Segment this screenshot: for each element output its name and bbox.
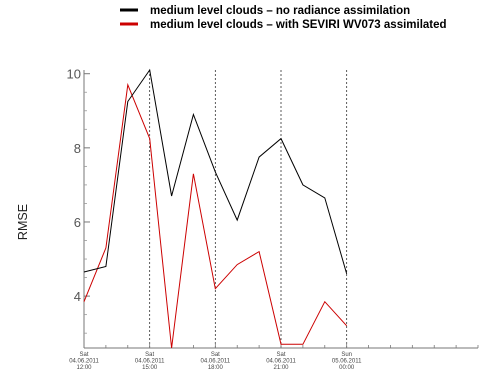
x-tick-label-4-0: Sun	[341, 352, 352, 358]
x-tick-label-4-2: 00:00	[339, 365, 355, 370]
series-line-0	[83, 68, 348, 275]
y-tick-label-10: 10	[67, 67, 81, 82]
x-tick-label-1-1: 04.06.2011	[135, 359, 165, 365]
y-tick-label-8: 8	[74, 141, 81, 156]
x-tick-label-1-0: Sat	[145, 352, 154, 358]
series-lines	[83, 68, 348, 349]
x-tick-label-1-2: 15:00	[142, 365, 158, 370]
x-tick-label-3-2: 21:00	[273, 365, 289, 370]
legend-label-1: medium level clouds – with SEVIRI WV073 …	[150, 19, 447, 31]
y-tick-label-4: 4	[74, 289, 81, 304]
x-tick-label-2-1: 04.06.2011	[201, 359, 231, 365]
x-tick-label-4-1: 05.06.2011	[332, 359, 362, 365]
x-tick-label-0-1: 04.06.2011	[69, 359, 99, 365]
x-tick-label-3-1: 04.06.2011	[266, 359, 296, 365]
x-tick-label-2-0: Sat	[211, 352, 220, 358]
x-axis-ticks: Sat04.06.201112:00Sat04.06.201115:00Sat0…	[69, 342, 479, 370]
grid-lines	[149, 70, 348, 348]
legend: medium level clouds – no radiance assimi…	[120, 5, 447, 31]
legend-label-0: medium level clouds – no radiance assimi…	[150, 5, 410, 17]
y-tick-label-6: 6	[74, 215, 81, 230]
series-line-1	[83, 82, 348, 349]
y-axis-ticks: 4 6 8 10	[67, 67, 90, 334]
y-axis-label: RMSE	[16, 204, 30, 240]
x-tick-label-3-0: Sat	[276, 352, 285, 358]
x-tick-label-2-2: 18:00	[208, 365, 224, 370]
x-tick-label-0-0: Sat	[79, 352, 88, 358]
x-tick-label-0-2: 12:00	[76, 365, 92, 370]
